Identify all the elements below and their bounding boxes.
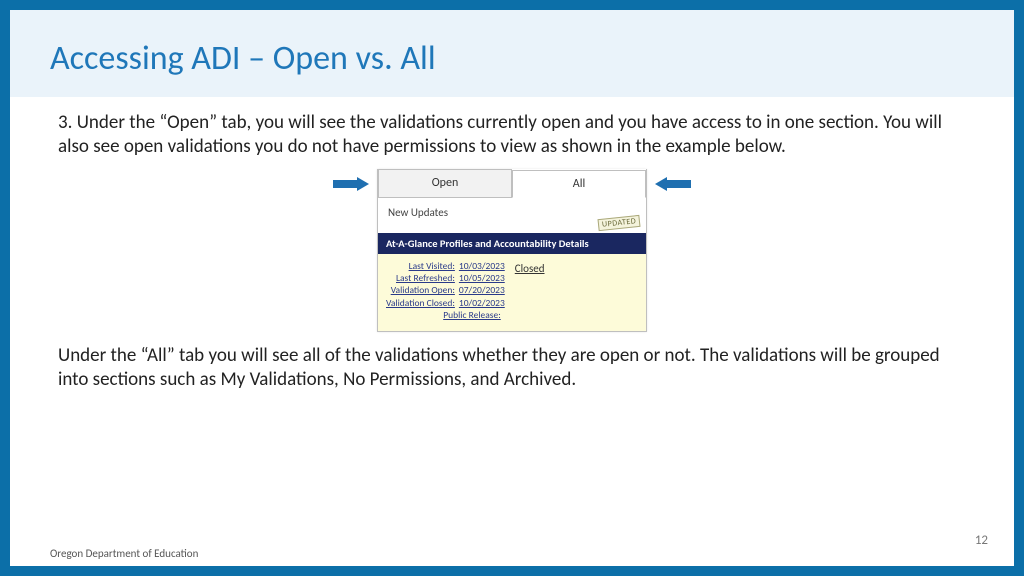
kv-row: Public Release: (386, 309, 505, 321)
tab-bar: Open All (378, 169, 646, 198)
page-number: 12 (975, 533, 988, 548)
paragraph-1: 3. Under the “Open” tab, you will see th… (58, 111, 966, 159)
arrow-left-icon (653, 177, 691, 191)
kv-row: Last Refreshed: 10/05/2023 (386, 272, 505, 284)
kv-label: Validation Open: (391, 284, 455, 296)
tab-all[interactable]: All (512, 170, 646, 198)
kv-value: 07/20/2023 (459, 284, 505, 296)
kv-row: Validation Closed: 10/02/2023 (386, 297, 505, 309)
kv-row: Last Visited: 10/03/2023 (386, 260, 505, 272)
paragraph-2: Under the “All” tab you will see all of … (58, 344, 966, 392)
status-closed: Closed (515, 260, 545, 322)
screenshot-container: Open All New Updates UPDATED At-A-Glance… (58, 169, 966, 333)
tab-open[interactable]: Open (378, 169, 512, 197)
kv-row: Validation Open: 07/20/2023 (386, 284, 505, 296)
panel-body: Last Visited: 10/03/2023 Last Refreshed:… (378, 254, 646, 332)
kv-value: 10/02/2023 (459, 297, 505, 309)
page-title: Accessing ADI – Open vs. All (50, 38, 974, 79)
header-band: Accessing ADI – Open vs. All (10, 10, 1014, 97)
kv-label: Last Visited: (409, 260, 455, 272)
kv-label: Validation Closed: (386, 297, 455, 309)
kv-list: Last Visited: 10/03/2023 Last Refreshed:… (386, 260, 505, 322)
footer-text: Oregon Department of Education (50, 547, 198, 560)
kv-value: 10/03/2023 (459, 260, 505, 272)
arrow-right-icon (333, 177, 371, 191)
adi-screenshot: Open All New Updates UPDATED At-A-Glance… (377, 169, 647, 333)
kv-value: 10/05/2023 (459, 272, 505, 284)
slide-body: 3. Under the “Open” tab, you will see th… (10, 97, 1014, 566)
kv-label: Last Refreshed: (396, 272, 455, 284)
kv-label: Public Release: (443, 309, 501, 321)
panel-header: At-A-Glance Profiles and Accountability … (378, 233, 646, 254)
slide: Accessing ADI – Open vs. All 3. Under th… (0, 0, 1024, 576)
